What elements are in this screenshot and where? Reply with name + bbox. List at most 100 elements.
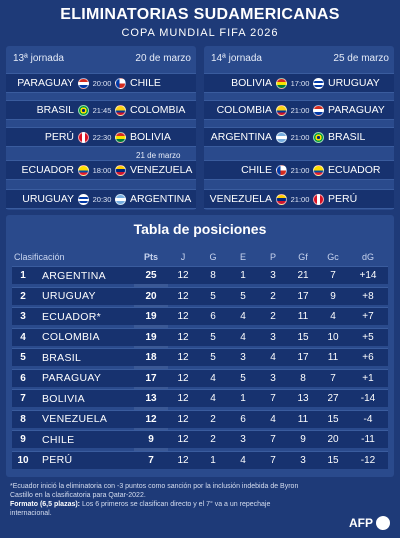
position-number: 9 [20, 434, 26, 445]
header-gc: Gc [327, 252, 339, 262]
match-time: 21:45 [92, 105, 112, 115]
stat-g: 4 [210, 393, 216, 404]
stat-g: 5 [210, 352, 216, 363]
stat-dg: +14 [359, 270, 377, 281]
match-time: 20:30 [92, 194, 112, 204]
stat-p: 7 [270, 434, 276, 445]
stat-gc: 7 [330, 270, 336, 281]
match-argentina-vs-brasil: ARGENTINA 21:00 BRASIL [204, 127, 394, 147]
team-cell: 8 VENEZUELA [12, 413, 134, 425]
stat-j: 12 [177, 413, 189, 425]
page-subtitle: COPA MUNDIAL FIFA 2026 [121, 27, 279, 39]
stat-g: 2 [210, 434, 216, 445]
jornada-14-panel: 14ª jornada 25 de marzo BOLIVIA 17:00 URUG… [204, 46, 394, 210]
stat-j: 12 [177, 393, 189, 404]
stat-p: 3 [270, 372, 276, 384]
ecuador-flag-icon [313, 164, 324, 176]
match-time: 21:00 [290, 165, 310, 175]
match-time: 21:00 [290, 132, 310, 142]
stat-j: 12 [177, 270, 189, 281]
table-row: 1 ARGENTINA 25 12 8 1 3 21 7 +14 [12, 266, 388, 284]
position-number: 6 [20, 372, 26, 384]
jornada-13-extra-date: 21 de marzo [136, 151, 181, 160]
stat-dg: -12 [360, 454, 376, 466]
match-away-team: PERÚ [328, 193, 358, 205]
argentina-flag-icon [276, 131, 287, 143]
match-chile-vs-ecuador: CHILE 21:00 ECUADOR [204, 160, 394, 180]
stat-j: 12 [177, 372, 189, 384]
table-row: 3 ECUADOR* 19 12 6 4 2 11 4 +7 [12, 307, 388, 325]
stat-gf: 3 [300, 454, 306, 466]
match-home-team: VENEZUELA [209, 193, 272, 205]
match-away-team: BOLIVIA [130, 131, 171, 143]
match-time: 17:00 [290, 78, 310, 88]
brazil-flag-icon [313, 131, 324, 143]
stat-j: 12 [177, 352, 189, 363]
team-cell: 3 ECUADOR* [12, 311, 134, 323]
brazil-flag-icon [78, 104, 89, 116]
stat-e: 1 [240, 393, 246, 404]
afp-logo-icon [376, 516, 390, 530]
standings-title: Tabla de posiciones [133, 221, 267, 237]
stat-pts: 7 [148, 454, 154, 466]
stat-p: 2 [270, 311, 276, 322]
position-number: 10 [17, 454, 29, 466]
match-time: 22:30 [92, 132, 112, 142]
stat-e: 4 [240, 331, 246, 343]
table-row: 5 BRASIL 18 12 5 3 4 17 11 +6 [12, 348, 388, 366]
match-colombia-vs-paraguay: COLOMBIA 21:00 PARAGUAY [204, 100, 394, 120]
stat-pts: 19 [145, 331, 157, 343]
match-away-team: ECUADOR [328, 164, 381, 176]
stat-pts: 13 [145, 393, 157, 404]
stat-pts: 19 [145, 311, 157, 322]
match-home-team: BRASIL [36, 104, 74, 116]
venezuela-flag-icon [115, 164, 126, 176]
header-clasificacion: Clasificación [14, 252, 65, 262]
stat-g: 5 [210, 290, 216, 302]
match-bolivia-vs-uruguay: BOLIVIA 17:00 URUGUAY [204, 73, 394, 93]
paraguay-flag-icon [313, 104, 324, 116]
team-cell: 5 BRASIL [12, 352, 134, 364]
position-number: 3 [20, 311, 26, 322]
stat-p: 2 [270, 290, 276, 302]
header-g: G [209, 252, 217, 262]
colombia-flag-icon [276, 104, 287, 116]
position-number: 2 [20, 290, 26, 302]
stat-pts: 20 [145, 290, 157, 302]
table-row: 10 PERÚ 7 12 1 4 7 3 15 -12 [12, 450, 388, 469]
team-name: ARGENTINA [42, 269, 106, 282]
match-time: 18:00 [92, 165, 112, 175]
stat-j: 12 [177, 331, 189, 343]
stat-gf: 11 [297, 311, 309, 322]
stat-p: 3 [270, 331, 276, 343]
jornada-13-label: 13ª jornada [13, 53, 64, 64]
stat-pts: 9 [148, 434, 154, 445]
match-time: 21:00 [290, 105, 310, 115]
match-away-team: VENEZUELA [130, 164, 193, 176]
venezuela-flag-icon [276, 193, 287, 205]
stat-gc: 11 [327, 352, 339, 363]
chile-flag-icon [115, 77, 126, 89]
match-brasil-vs-colombia: BRASIL 21:45 COLOMBIA [6, 100, 196, 120]
match-away-team: COLOMBIA [130, 104, 186, 116]
stat-gf: 17 [297, 290, 309, 302]
standings-table: Tabla de posiciones Clasificación Pts J … [6, 215, 394, 477]
team-cell: 4 COLOMBIA [12, 331, 134, 343]
stat-pts: 25 [145, 270, 157, 281]
peru-flag-icon [78, 131, 89, 143]
ecuador-flag-icon [78, 164, 89, 176]
stat-e: 1 [240, 270, 246, 281]
stat-dg: +5 [362, 331, 374, 343]
stat-gc: 15 [327, 413, 339, 425]
match-away-team: PARAGUAY [328, 104, 385, 116]
stat-e: 5 [240, 290, 246, 302]
position-number: 8 [20, 413, 26, 425]
header-dg: dG [361, 252, 374, 262]
team-cell: 6 PARAGUAY [12, 372, 134, 384]
stat-dg: +1 [362, 372, 374, 384]
stat-pts: 12 [145, 413, 157, 425]
footnote: *Ecuador inició la eliminatoria con -3 p… [10, 482, 310, 518]
stat-j: 12 [177, 290, 189, 302]
jornada-13-panel: 13ª jornada 20 de marzo 21 de marzo PARA… [6, 46, 196, 210]
page-title: ELIMINATORIAS SUDAMERICANAS [60, 6, 340, 23]
